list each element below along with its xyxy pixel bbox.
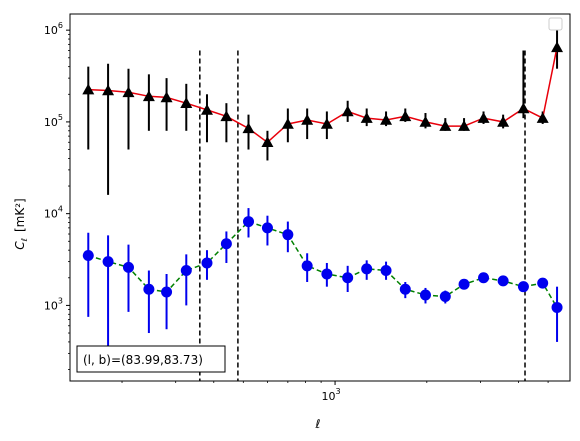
data-point-triangle xyxy=(497,115,510,127)
data-point-triangle xyxy=(399,110,412,122)
data-point-circle xyxy=(321,268,333,280)
data-point-triangle xyxy=(220,110,233,122)
annotation-box: (l, b)=(83.99,83.73) xyxy=(76,345,226,373)
data-point-triangle xyxy=(301,113,314,125)
data-point-circle xyxy=(478,272,490,284)
y-axis-label: Cℓ [mK²] xyxy=(13,198,29,249)
data-point-triangle xyxy=(102,84,115,96)
data-point-triangle xyxy=(320,117,333,129)
data-point-triangle xyxy=(122,86,135,98)
data-point-triangle xyxy=(261,136,274,148)
data-point-circle xyxy=(180,265,192,277)
axes-layer: 103 104 105 106 103 xyxy=(44,13,571,403)
data-point-triangle xyxy=(242,122,255,134)
y-axis-label-main: C xyxy=(13,241,27,250)
data-point-triangle xyxy=(477,112,490,123)
y-tick-label: 103 xyxy=(44,296,63,312)
data-point-circle xyxy=(458,278,470,290)
data-point-triangle xyxy=(200,103,213,115)
data-point-triangle xyxy=(341,105,354,117)
plot-frame xyxy=(69,13,571,382)
data-point-circle xyxy=(261,222,273,234)
data-point-triangle xyxy=(281,117,294,129)
y-tick-label: 106 xyxy=(44,21,63,37)
data-point-circle xyxy=(243,216,255,228)
y-axis-label-unit: [mK²] xyxy=(13,198,27,232)
data-point-triangle xyxy=(536,112,549,123)
x-axis-label: ℓ xyxy=(315,417,321,431)
data-point-circle xyxy=(497,275,509,287)
data-point-circle xyxy=(143,283,155,295)
data-point-triangle xyxy=(419,115,432,127)
data-point-circle xyxy=(82,249,94,261)
annotation-text: (l, b)=(83.99,83.73) xyxy=(83,353,203,367)
data-point-circle xyxy=(399,283,411,295)
plot-layer xyxy=(199,50,526,381)
data-point-circle xyxy=(380,265,392,277)
data-point-circle xyxy=(161,286,173,298)
data-point-circle xyxy=(102,256,114,268)
data-point-triangle xyxy=(517,102,530,114)
data-point-triangle xyxy=(439,120,452,131)
data-point-circle xyxy=(122,261,134,273)
data-point-circle xyxy=(282,229,294,241)
data-point-circle xyxy=(201,257,213,269)
data-point-circle xyxy=(342,272,354,284)
x-tick-label: 103 xyxy=(322,387,341,403)
y-tick-label: 104 xyxy=(44,205,63,221)
data-point-circle xyxy=(551,301,563,313)
data-point-circle xyxy=(301,260,313,272)
data-point-triangle xyxy=(551,41,564,53)
data-point-triangle xyxy=(458,120,471,131)
data-point-circle xyxy=(220,238,232,250)
y-tick-label: 105 xyxy=(44,113,63,129)
y-axis-label-sub: ℓ xyxy=(20,238,29,242)
data-point-circle xyxy=(361,263,373,275)
annotation-frame xyxy=(76,345,226,373)
data-point-circle xyxy=(517,281,529,293)
data-point-triangle xyxy=(142,90,155,102)
series-line-lower xyxy=(88,220,558,308)
legend-box xyxy=(548,17,563,31)
data-point-circle xyxy=(419,289,431,301)
y-axis-label-text: Cℓ [mK²] xyxy=(13,198,29,249)
data-point-circle xyxy=(537,277,549,289)
x-axis-label-text: ℓ xyxy=(315,417,321,431)
data-point-triangle xyxy=(380,113,393,125)
data-point-circle xyxy=(439,291,451,303)
marks-layer xyxy=(82,30,564,351)
data-point-triangle xyxy=(160,91,173,103)
data-point-triangle xyxy=(82,83,95,95)
data-point-triangle xyxy=(360,112,373,123)
data-point-triangle xyxy=(180,97,193,108)
